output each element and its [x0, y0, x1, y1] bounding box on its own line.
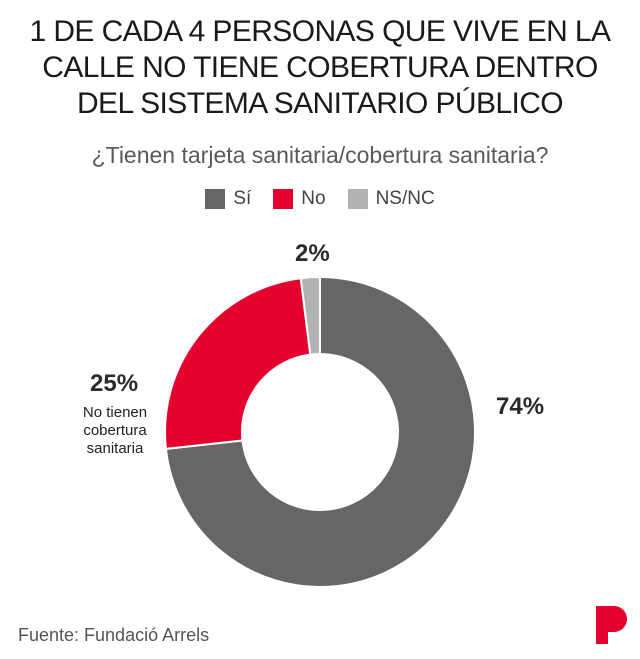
legend-label-nsnc: NS/NC — [375, 188, 435, 209]
legend-swatch-no — [273, 189, 294, 209]
legend-label-si: Sí — [233, 188, 252, 209]
title-line-3: DEL SISTEMA SANITARIO PÚBLICO — [76, 87, 564, 120]
publisher-logo-icon — [596, 606, 627, 644]
slice-nsnc — [299, 275, 321, 356]
data-label-si: 74% — [496, 393, 545, 420]
legend-swatch-nsnc — [347, 189, 368, 209]
legend: Sí No NS/NC — [0, 188, 640, 210]
legend-label-no: No — [301, 188, 326, 209]
data-label-no: 25% — [90, 370, 139, 397]
source-note: Fuente: Fundació Arrels — [18, 625, 210, 645]
slice-si — [164, 275, 476, 588]
slice-no — [164, 277, 312, 450]
chart-title: 1 DE CADA 4 PERSONAS QUE VIVE EN LA CALL… — [0, 14, 640, 122]
legend-item-no: No — [273, 188, 326, 210]
legend-item-nsnc: NS/NC — [347, 188, 435, 210]
legend-item-si: Sí — [205, 188, 251, 210]
chart-subtitle: ¿Tienen tarjeta sanitaria/cobertura sani… — [91, 142, 549, 168]
title-line-1: 1 DE CADA 4 PERSONAS QUE VIVE EN LA — [29, 15, 611, 48]
title-line-2: CALLE NO TIENE COBERTURA DENTRO — [42, 51, 598, 84]
legend-swatch-si — [205, 189, 226, 209]
annotation-no: No tienen cobertura sanitaria — [82, 404, 148, 457]
data-label-nsnc: 2% — [295, 240, 330, 267]
